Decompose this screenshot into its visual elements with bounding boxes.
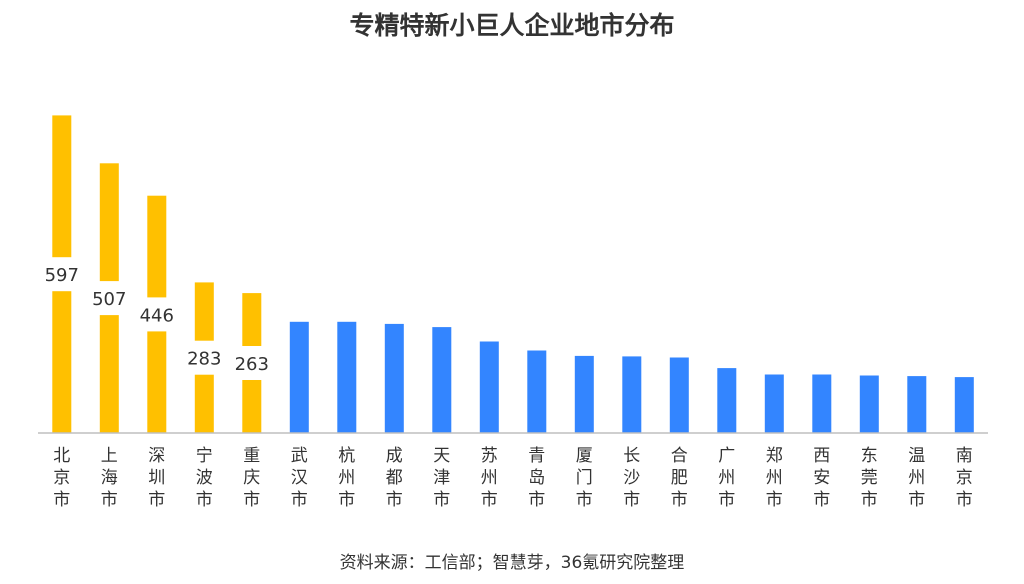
bar-18 — [907, 376, 927, 433]
chart-title: 专精特新小巨人企业地市分布 — [349, 11, 675, 40]
bar-17 — [859, 375, 879, 433]
value-label-bg-4 — [229, 346, 274, 380]
value-label-2: 446 — [140, 305, 174, 326]
bars-group: 597 507 446 283 263 — [39, 115, 974, 434]
value-label-1: 507 — [92, 289, 126, 310]
value-label-bg-3 — [182, 340, 227, 375]
chart-source-note: 资料来源：工信部；智慧芽，36氪研究院整理 — [339, 553, 685, 573]
value-label-bg-0 — [39, 257, 84, 292]
bar-8 — [432, 327, 452, 433]
category-label-14: 广州市 — [718, 446, 735, 510]
bar-10 — [527, 350, 547, 433]
category-label-11: 厦门市 — [576, 446, 593, 510]
bar-12 — [622, 356, 642, 433]
category-label-15: 郑州市 — [766, 446, 783, 510]
bar-16 — [812, 374, 832, 433]
value-label-bg-2 — [134, 297, 179, 332]
value-label-bg-1 — [87, 281, 132, 316]
bar-14 — [717, 368, 737, 433]
category-label-5: 武汉市 — [291, 446, 308, 510]
bar-9 — [479, 341, 499, 433]
category-label-12: 长沙市 — [623, 446, 640, 510]
bar-5 — [289, 321, 309, 433]
bar-19 — [954, 377, 974, 433]
category-label-6: 杭州市 — [338, 446, 355, 510]
category-label-18: 温州市 — [908, 446, 925, 510]
category-label-17: 东莞市 — [861, 446, 878, 510]
category-label-3: 宁波市 — [196, 446, 213, 510]
bar-11 — [574, 355, 594, 433]
category-label-13: 合肥市 — [671, 446, 688, 510]
category-label-9: 苏州市 — [481, 446, 498, 510]
category-label-0: 北京市 — [53, 446, 70, 510]
category-label-4: 重庆市 — [243, 446, 260, 510]
bar-7 — [384, 323, 404, 433]
category-labels-group: 北京市 上海市 深圳市 宁波市 重庆市 武汉市 杭州市 成都市 天津市 苏州市 青岛市 厦门市 长沙市 合… — [53, 446, 973, 510]
category-label-2: 深圳市 — [148, 446, 165, 510]
category-label-8: 天津市 — [433, 446, 450, 510]
value-label-0: 597 — [45, 265, 79, 286]
value-label-4: 263 — [235, 354, 269, 375]
category-label-7: 成都市 — [386, 446, 403, 510]
value-label-3: 283 — [187, 349, 221, 370]
bar-13 — [669, 357, 689, 433]
bar-15 — [764, 374, 784, 433]
category-label-10: 青岛市 — [528, 446, 545, 510]
category-label-1: 上海市 — [101, 446, 118, 510]
bar-6 — [337, 321, 357, 433]
category-label-19: 南京市 — [956, 446, 973, 510]
category-label-16: 西安市 — [813, 446, 830, 510]
